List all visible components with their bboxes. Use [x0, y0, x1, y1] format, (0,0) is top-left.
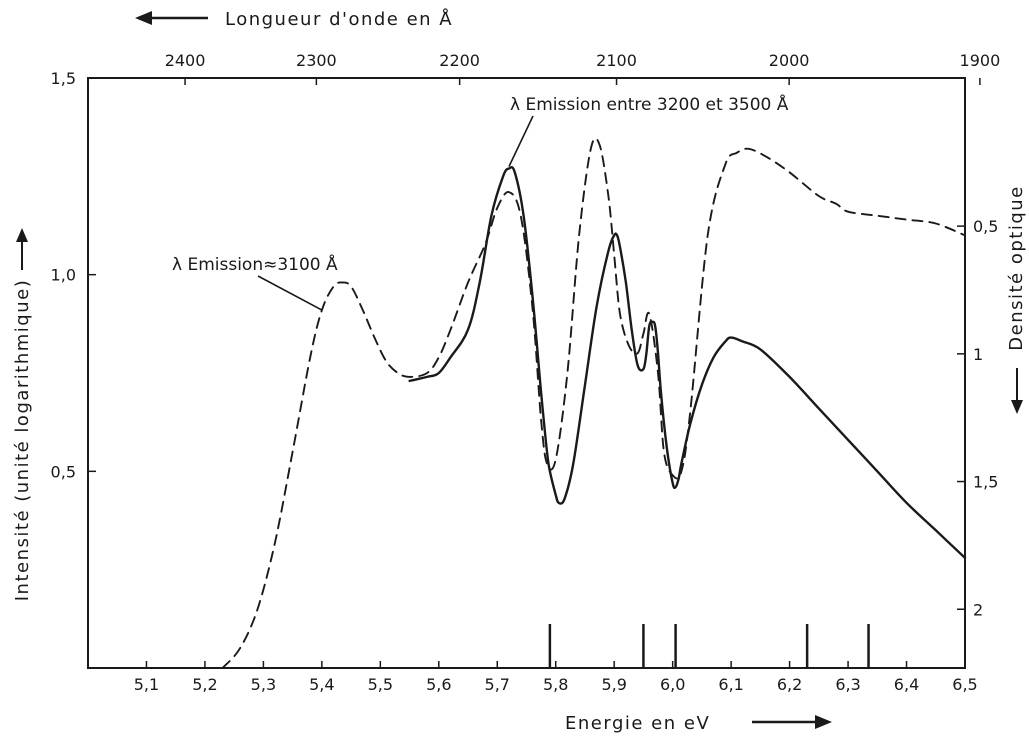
- density-arrow-icon: [1011, 368, 1023, 414]
- x2-tick-label: 2100: [596, 51, 637, 70]
- x-tick-label: 5,4: [309, 675, 334, 694]
- energy-markers: [548, 624, 870, 668]
- x-tick-label: 6,1: [718, 675, 743, 694]
- x-tick-label: 5,7: [485, 675, 510, 694]
- x-tick-label: 6,2: [777, 675, 802, 694]
- axis-ticks: 5,1 5,2 5,3 5,4 5,5 5,6 5,7 5,8 5,9 6,0 6,1 6,2 6,3 6…: [51, 51, 1001, 694]
- dashed-series-line: [221, 137, 966, 669]
- y-tick-label: 1,5: [51, 69, 76, 88]
- y2-tick-label: 1,5: [973, 473, 998, 492]
- plot-frame: [87, 77, 966, 669]
- x2-tick-label: 2000: [769, 51, 810, 70]
- annotation-leader: [508, 115, 534, 167]
- x2-tick-label: 2200: [439, 51, 480, 70]
- intensity-arrow-icon: [16, 228, 28, 270]
- energy-arrow-icon: [752, 715, 832, 729]
- y-tick-label: 0,5: [51, 462, 76, 481]
- annotation-text: λ Emission≈3100 Å: [172, 253, 338, 275]
- x-tick-label: 5,8: [543, 675, 568, 694]
- series-layer: [221, 137, 967, 669]
- y2-tick-label: 2: [973, 600, 983, 619]
- x2-tick-label: 1900: [960, 51, 1001, 70]
- x-tick-label: 5,9: [601, 675, 626, 694]
- y2-tick-label: 1: [973, 345, 983, 364]
- x-tick-label: 6,0: [660, 675, 685, 694]
- annotation-leader: [257, 275, 323, 311]
- x2-tick-label: 2400: [165, 51, 206, 70]
- y2-tick-label: 0,5: [973, 217, 998, 236]
- x2-tick-label: 2300: [296, 51, 337, 70]
- left-axis-title: Intensité (unité logarithmique): [12, 279, 33, 602]
- x-tick-label: 5,1: [134, 675, 159, 694]
- x-tick-label: 6,5: [952, 675, 977, 694]
- annotation-layer: λ Emission entre 3200 et 3500 Å λ Emissio…: [172, 93, 789, 311]
- x-tick-label: 6,3: [835, 675, 860, 694]
- y-tick-label: 1,0: [51, 266, 76, 285]
- top-axis-title: Longueur d'onde en Å: [225, 8, 453, 30]
- wavelength-arrow-icon: [135, 11, 208, 25]
- solid-series-line: [408, 166, 967, 560]
- x-tick-label: 5,2: [192, 675, 217, 694]
- x-tick-label: 5,6: [426, 675, 451, 694]
- x-tick-label: 5,3: [251, 675, 276, 694]
- x-tick-label: 6,4: [894, 675, 919, 694]
- x-tick-label: 5,5: [368, 675, 393, 694]
- right-axis-title: Densité optique: [1006, 185, 1027, 350]
- bottom-axis-title: Energie en eV: [565, 713, 710, 734]
- annotation-text: λ Emission entre 3200 et 3500 Å: [510, 93, 789, 115]
